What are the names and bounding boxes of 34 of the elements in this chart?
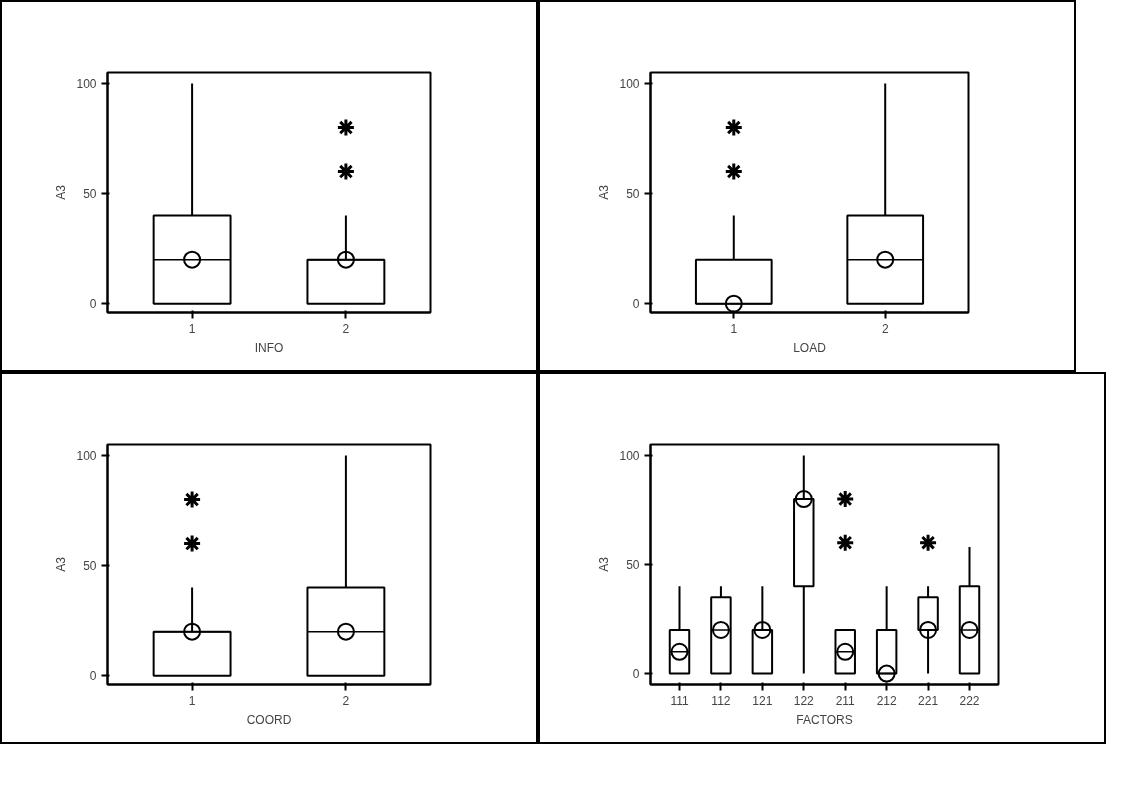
y-tick-label: 0 <box>632 297 640 312</box>
x-tick-label: 111 <box>670 693 689 708</box>
y-axis-title: A3 <box>597 184 612 200</box>
x-tick-label: 1 <box>188 693 196 708</box>
y-tick-label: 50 <box>626 187 640 202</box>
x-tick-label: 211 <box>835 693 856 708</box>
x-tick-label: 221 <box>918 693 939 708</box>
x-axis-title: COORD <box>246 712 292 727</box>
y-tick-label: 50 <box>83 187 97 202</box>
x-tick-label: 122 <box>793 693 815 708</box>
y-tick-label: 0 <box>632 667 640 682</box>
y-tick-label: 50 <box>626 558 640 572</box>
x-tick-label: 212 <box>876 693 897 708</box>
y-tick-label: 100 <box>619 77 640 92</box>
y-tick-label: 100 <box>76 449 97 464</box>
x-tick-label: 1 <box>730 321 738 336</box>
x-tick-label: 1 <box>188 321 196 336</box>
y-tick-label: 50 <box>83 559 97 574</box>
x-axis-title: INFO <box>254 340 284 355</box>
x-tick-label: 222 <box>959 693 980 708</box>
y-axis-title: A3 <box>54 556 69 572</box>
x-tick-label: 2 <box>342 321 350 336</box>
x-axis-title: LOAD <box>793 340 827 355</box>
x-tick-label: 2 <box>342 693 350 708</box>
y-tick-label: 100 <box>619 448 640 463</box>
y-tick-label: 0 <box>89 669 97 684</box>
y-tick-label: 0 <box>89 297 97 312</box>
x-axis-title: FACTORS <box>796 712 853 727</box>
y-tick-label: 100 <box>76 77 97 92</box>
y-axis-title: A3 <box>54 184 69 200</box>
x-tick-label: 112 <box>711 693 731 708</box>
y-axis-title: A3 <box>597 556 612 572</box>
x-tick-label: 121 <box>752 693 773 708</box>
x-tick-label: 2 <box>881 321 889 336</box>
